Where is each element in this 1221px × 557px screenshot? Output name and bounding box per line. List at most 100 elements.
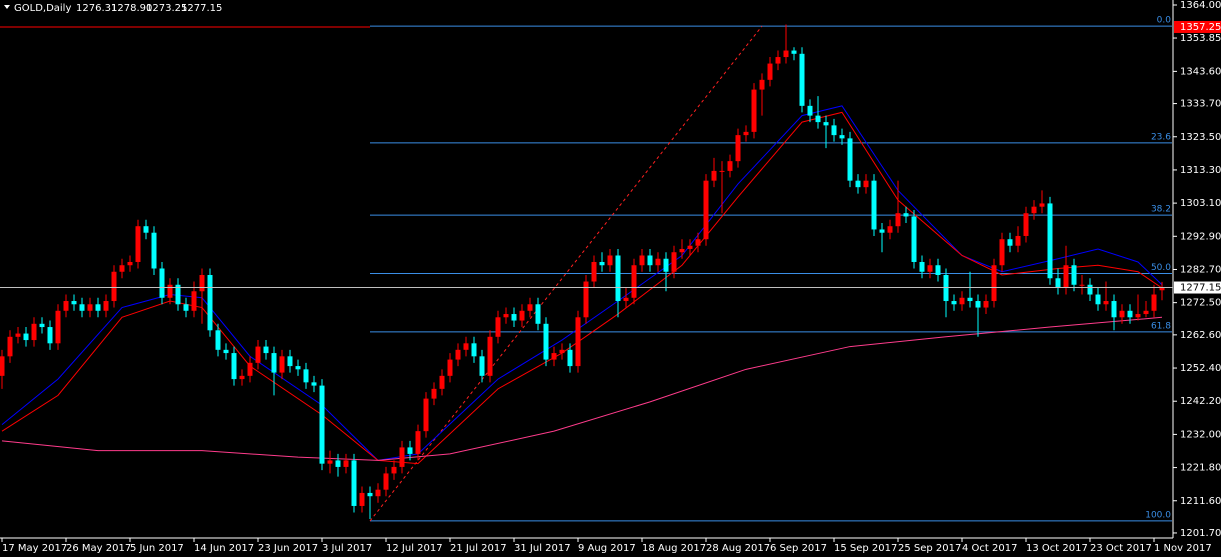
x-tick-label: 23 Oct 2017 xyxy=(1090,543,1152,554)
x-tick-label: 12 Jul 2017 xyxy=(386,543,443,554)
candle-body xyxy=(631,265,637,298)
candle-body xyxy=(871,180,877,230)
candle-body xyxy=(575,317,581,367)
fib-label: 61.8 xyxy=(1151,321,1171,331)
candle-body xyxy=(991,265,997,302)
y-tick-label: 1242.20 xyxy=(1180,396,1221,407)
candle-body xyxy=(431,388,437,399)
y-tick-label: 1282.70 xyxy=(1180,264,1221,275)
candle-body xyxy=(423,398,429,432)
candle-body xyxy=(135,226,141,262)
candle-body xyxy=(527,304,533,311)
x-tick-label: 26 May 2017 xyxy=(66,543,131,554)
candle-body xyxy=(263,346,269,354)
plot-area: 0.0 23.6 38.2 50.0 61.8 100.0 xyxy=(0,16,1172,522)
candle-body xyxy=(807,105,813,116)
x-tick-label: 9 Aug 2017 xyxy=(578,543,636,554)
candle-body xyxy=(1071,265,1077,285)
candle-body xyxy=(471,343,477,357)
candle-body xyxy=(287,356,293,367)
candle-body xyxy=(983,301,989,308)
candle-body xyxy=(79,304,85,311)
x-tick-label: 23 Jun 2017 xyxy=(258,543,318,554)
candle-body xyxy=(1087,284,1093,295)
y-tick-label: 1262.60 xyxy=(1180,330,1221,341)
candle-body xyxy=(1103,301,1109,305)
candle-body xyxy=(367,492,373,497)
candle-body xyxy=(647,255,653,266)
fib-label: 23.6 xyxy=(1151,132,1171,142)
candle-body xyxy=(695,239,701,246)
candle-body xyxy=(23,333,29,341)
candle-body xyxy=(759,79,765,90)
candle-body xyxy=(103,301,109,311)
candle-body xyxy=(151,232,157,269)
candle-body xyxy=(95,304,101,311)
x-tick-label: 6 Sep 2017 xyxy=(770,543,827,554)
candle-body xyxy=(751,89,757,132)
candle-body xyxy=(351,460,357,506)
current-price-box xyxy=(1174,281,1221,294)
candle-body xyxy=(1119,310,1125,318)
x-tick-label: 25 Sep 2017 xyxy=(898,543,961,554)
y-tick-label: 1364.00 xyxy=(1180,0,1221,11)
candle-body xyxy=(247,362,253,376)
candle-body xyxy=(63,301,69,311)
candle-body xyxy=(295,366,301,370)
candle-body xyxy=(87,304,93,311)
candle-body xyxy=(1023,213,1029,236)
candle-body xyxy=(767,63,773,80)
candle-body xyxy=(567,349,573,367)
x-tick-label: 4 Oct 2017 xyxy=(962,543,1017,554)
y-tick-label: 1313.30 xyxy=(1180,165,1221,176)
candle-body xyxy=(911,216,917,262)
candle-body xyxy=(919,261,925,272)
candle-body xyxy=(255,346,261,363)
candle-body xyxy=(335,460,341,467)
candle-body xyxy=(711,170,717,181)
candle-body xyxy=(1079,284,1085,286)
y-tick-label: 1292.90 xyxy=(1180,231,1221,242)
candle-body xyxy=(1151,294,1157,311)
candle-body xyxy=(743,131,749,136)
candle-body xyxy=(927,265,933,272)
y-tick-label: 1333.70 xyxy=(1180,99,1221,110)
candle-body xyxy=(159,268,165,298)
x-tick-label: 15 Sep 2017 xyxy=(834,543,897,554)
candle-body xyxy=(447,359,453,376)
candle-body xyxy=(47,327,53,344)
candle-body xyxy=(271,353,277,373)
candle-body xyxy=(975,301,981,308)
candle-body xyxy=(503,314,509,318)
y-tick-label: 1232.00 xyxy=(1180,429,1221,440)
candle-body xyxy=(143,226,149,233)
candle-body xyxy=(815,115,821,123)
x-tick-label: 18 Aug 2017 xyxy=(642,543,706,554)
candle-body xyxy=(1095,294,1101,305)
y-tick-label: 1303.10 xyxy=(1180,198,1221,209)
candle-body xyxy=(319,385,325,464)
current-price-label: 1277.15 xyxy=(1180,283,1221,294)
candle-body xyxy=(215,330,221,350)
candle-body xyxy=(1111,301,1117,318)
candle-body xyxy=(1007,239,1013,246)
candle-body xyxy=(959,297,965,305)
fib-label: 100.0 xyxy=(1145,510,1171,520)
candle-body xyxy=(15,333,21,337)
candle-body xyxy=(39,323,45,328)
x-tick-label: 1 Nov 2017 xyxy=(1154,543,1212,554)
x-tick-label: 5 Jun 2017 xyxy=(130,543,184,554)
candle-body xyxy=(479,356,485,376)
candle-body xyxy=(311,382,317,386)
candle-body xyxy=(487,336,493,376)
candle-body xyxy=(207,275,213,331)
candle-body xyxy=(199,275,205,292)
candle-body xyxy=(119,265,125,272)
candle-body xyxy=(111,271,117,302)
menu-triangle[interactable] xyxy=(4,5,10,9)
candle-body xyxy=(687,245,693,249)
y-tick-label: 1201.70 xyxy=(1180,528,1221,539)
candle-body xyxy=(791,50,797,54)
